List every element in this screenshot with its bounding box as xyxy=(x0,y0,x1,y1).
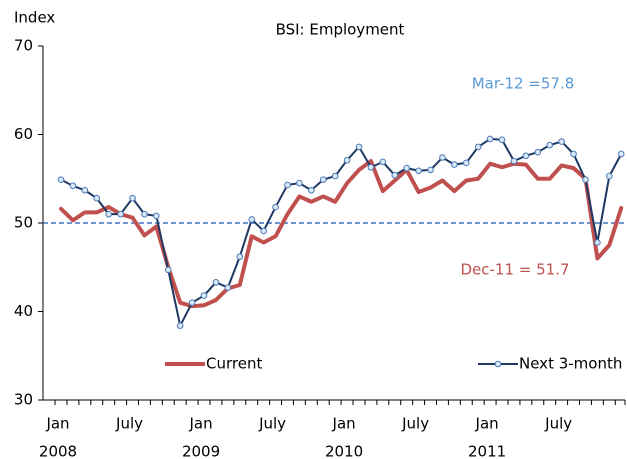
point xyxy=(153,212,160,220)
point xyxy=(164,266,172,274)
point xyxy=(427,166,434,174)
point xyxy=(141,210,148,218)
point xyxy=(606,172,613,180)
x-tick-label: Jan xyxy=(45,415,69,433)
point xyxy=(617,150,625,158)
point xyxy=(451,161,458,168)
point xyxy=(93,194,101,202)
point xyxy=(522,152,530,160)
year-label: 2011 xyxy=(468,443,506,459)
series-line xyxy=(60,137,623,327)
x-tick-label: July xyxy=(401,415,429,433)
y-tick-label: 60 xyxy=(14,125,33,143)
point xyxy=(498,136,506,144)
x-tick-label: Jan xyxy=(475,415,499,433)
point xyxy=(296,179,303,187)
point xyxy=(570,150,577,158)
point xyxy=(486,135,494,143)
point xyxy=(272,203,279,211)
point xyxy=(69,182,77,190)
chart-title: BSI: Employment xyxy=(276,21,405,39)
point xyxy=(224,284,232,291)
y-tick-label: 40 xyxy=(14,302,33,320)
point xyxy=(212,278,220,286)
point xyxy=(546,141,554,149)
point xyxy=(355,143,363,151)
point xyxy=(236,253,244,260)
point xyxy=(284,181,291,189)
point xyxy=(105,210,112,218)
point xyxy=(594,239,601,246)
point xyxy=(367,163,375,171)
x-tick-label: July xyxy=(115,415,143,433)
y-tick-label: 50 xyxy=(14,214,33,232)
x-tick-label: Jan xyxy=(332,415,356,433)
y-tick-label: 30 xyxy=(14,391,33,409)
legend-label: Current xyxy=(206,355,262,373)
point xyxy=(474,143,482,151)
legend-label: Next 3-month xyxy=(519,355,622,373)
y-axis-label: Index xyxy=(14,9,55,27)
point xyxy=(81,186,89,194)
point xyxy=(176,322,184,329)
point xyxy=(534,148,542,156)
point xyxy=(331,172,339,180)
point xyxy=(462,159,470,167)
point xyxy=(129,194,136,202)
x-tick-label: July xyxy=(258,415,286,433)
point xyxy=(117,210,124,218)
point xyxy=(188,299,196,306)
y-tick-label: 70 xyxy=(14,37,33,55)
x-tick-label: July xyxy=(544,415,572,433)
point xyxy=(379,158,387,166)
point xyxy=(415,167,422,175)
year-label: 2010 xyxy=(325,443,363,459)
point xyxy=(319,176,327,183)
point xyxy=(558,138,565,145)
point xyxy=(57,176,65,183)
point xyxy=(343,156,351,164)
year-label: 2008 xyxy=(39,443,77,459)
point xyxy=(439,154,446,161)
point xyxy=(403,164,410,172)
point xyxy=(510,157,518,165)
series-line xyxy=(59,159,624,309)
point xyxy=(260,227,267,235)
legend-marker xyxy=(494,360,502,368)
point xyxy=(582,176,589,183)
point xyxy=(200,292,208,299)
year-label: 2009 xyxy=(182,443,220,459)
annotation: Dec-11 = 51.7 xyxy=(460,261,569,279)
annotation: Mar-12 =57.8 xyxy=(472,75,575,93)
x-tick-label: Jan xyxy=(188,415,212,433)
point xyxy=(248,216,256,223)
point xyxy=(391,171,399,179)
point xyxy=(308,186,315,194)
